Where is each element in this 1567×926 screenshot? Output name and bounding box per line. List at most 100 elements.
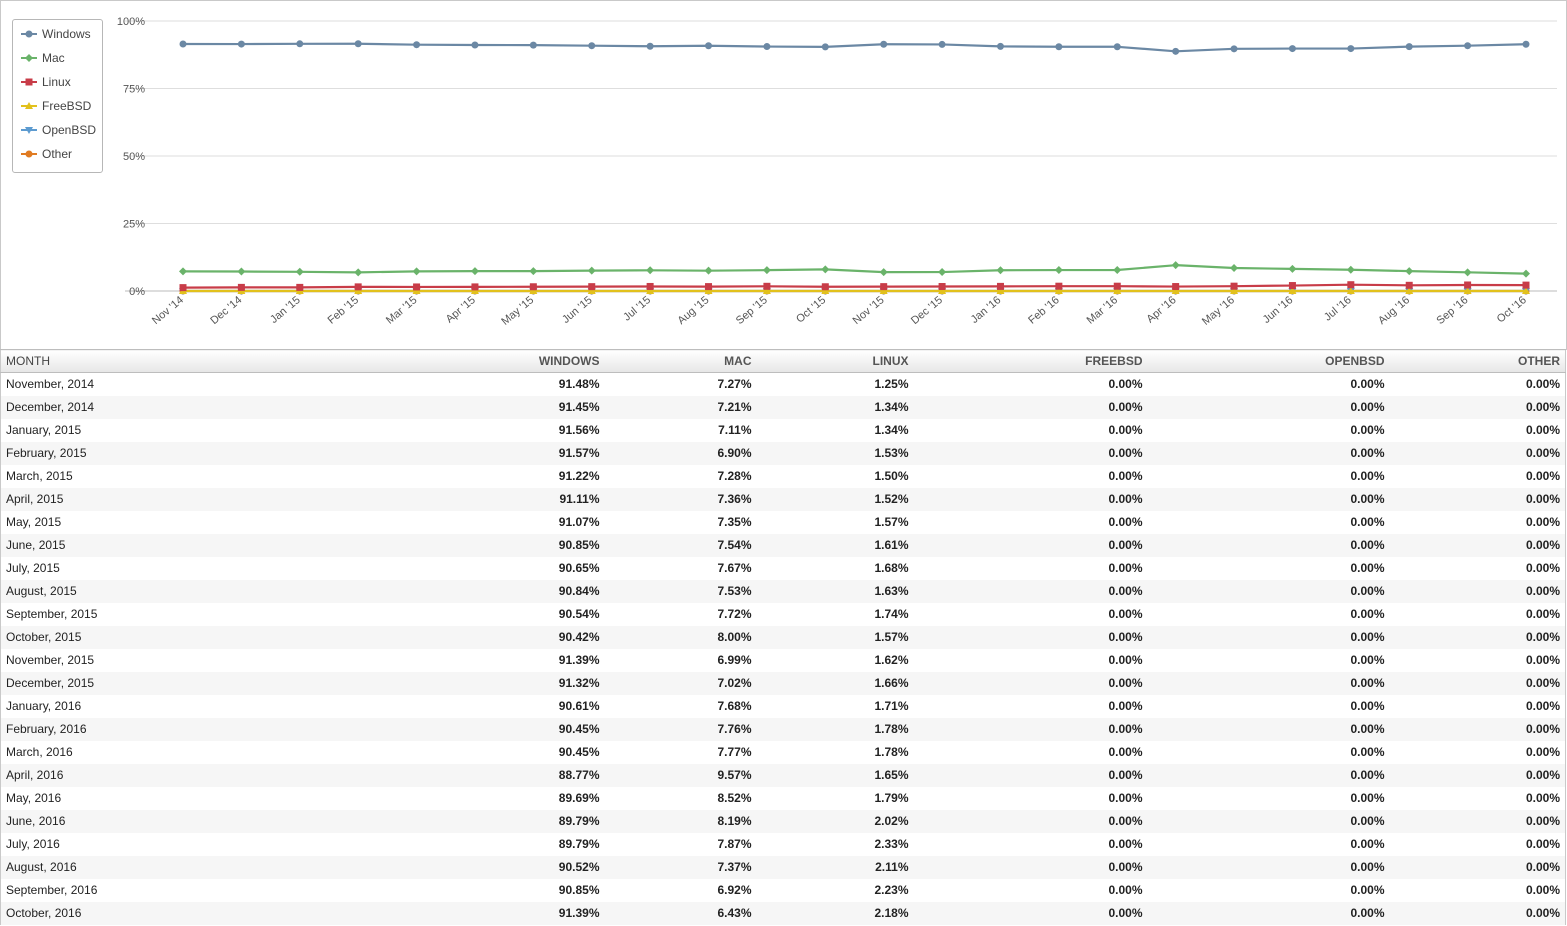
legend-item-mac[interactable]: Mac <box>20 50 102 66</box>
column-header-linux[interactable]: LINUX <box>756 349 914 373</box>
column-header-openbsd[interactable]: OPENBSD <box>1147 349 1390 373</box>
data-point-mac <box>1522 269 1530 278</box>
column-header-other[interactable]: OTHER <box>1389 349 1566 373</box>
data-point-windows <box>880 40 888 48</box>
value-cell: 0.00% <box>1108 561 1143 575</box>
data-point-freebsd <box>1463 287 1472 294</box>
value-cell: 6.92% <box>717 883 752 897</box>
series-freebsd <box>179 287 1530 294</box>
month-cell: October, 2015 <box>0 625 251 649</box>
value-cell: 89.79% <box>558 837 600 851</box>
value-cell: 0.00% <box>1108 791 1143 805</box>
value-cell: 1.63% <box>756 579 914 603</box>
line-chart: 0% 25% 50% 75% 100% Nov '14 Dec '14 Jan '15 Feb … <box>117 16 1557 328</box>
data-point-windows <box>1113 43 1121 51</box>
value-cell: 7.76% <box>604 717 757 741</box>
x-tick-label: Nov '15 <box>851 294 887 327</box>
value-cell: 90.84% <box>250 579 605 603</box>
value-cell: 91.39% <box>250 901 605 925</box>
data-point-windows <box>354 40 362 48</box>
x-tick-label: Dec '15 <box>909 294 945 327</box>
data-point-freebsd <box>529 287 538 294</box>
value-cell: 0.00% <box>1147 717 1390 741</box>
value-cell: 0.00% <box>1350 607 1385 621</box>
data-point-linux <box>880 283 888 291</box>
value-cell: 0.00% <box>1389 395 1566 419</box>
column-header-month[interactable]: MONTH <box>0 349 251 373</box>
data-point-mac <box>295 267 304 276</box>
data-point-freebsd <box>996 287 1005 294</box>
month-cell: July, 2016 <box>6 837 60 851</box>
table-row: January, 2016 90.61% 7.68% 1.71% 0.00% 0.00% 0… <box>1 695 1566 718</box>
value-cell: 7.27% <box>717 377 752 392</box>
table-row: March, 2015 91.22% 7.28% 1.50% 0.00% 0.00% 0.0… <box>1 465 1566 488</box>
legend-item-other[interactable]: Other <box>20 146 102 162</box>
value-cell: 0.00% <box>1350 791 1385 805</box>
value-cell: 2.02% <box>756 809 914 833</box>
value-cell: 1.25% <box>874 377 909 392</box>
x-tick-label: Jul '16 <box>1322 294 1354 323</box>
data-point-freebsd <box>1522 287 1530 294</box>
value-cell: 1.65% <box>756 763 914 787</box>
table-row: May, 2015 91.07% 7.35% 1.57% 0.00% 0.00% 0.00% <box>1 511 1566 534</box>
data-point-linux <box>588 283 596 291</box>
legend-swatch <box>21 30 37 38</box>
value-cell: 0.00% <box>1108 883 1143 897</box>
value-cell: 1.34% <box>756 395 914 419</box>
table-row: December, 2014 91.45% 7.21% 1.34% 0.00% 0.00%… <box>0 395 1566 419</box>
legend-item-linux[interactable]: Linux <box>20 74 102 90</box>
x-tick-label: Aug '16 <box>1376 294 1412 327</box>
x-tick-label: Nov '14 <box>150 294 186 327</box>
legend-item-openbsd[interactable]: OpenBSD <box>20 122 102 138</box>
value-cell: 0.00% <box>1389 763 1566 787</box>
value-cell: 7.36% <box>604 487 757 511</box>
table-row: February, 2015 91.57% 6.90% 1.53% 0.00% 0.00%… <box>0 441 1566 465</box>
legend-marker <box>25 78 33 86</box>
column-header-freebsd[interactable]: FREEBSD <box>913 349 1148 373</box>
value-cell: 1.79% <box>874 791 909 805</box>
value-cell: 91.45% <box>250 395 605 419</box>
value-cell: 7.37% <box>604 855 757 879</box>
x-tick-label: Mar '16 <box>1085 294 1121 327</box>
value-cell: 0.00% <box>1389 533 1566 557</box>
x-tick-label: Jun '15 <box>560 294 595 326</box>
value-cell: 0.00% <box>913 625 1148 649</box>
data-point-linux <box>237 283 245 291</box>
legend-label: Mac <box>42 51 65 65</box>
value-cell: 0.00% <box>1525 883 1560 897</box>
data-point-mac <box>587 266 596 275</box>
data-point-windows <box>821 43 829 51</box>
month-cell: November, 2015 <box>6 653 95 667</box>
data-point-linux <box>179 284 187 292</box>
data-point-mac <box>354 268 363 277</box>
chart-legend: Windows Mac Linux FreeBSD OpenBSD Other <box>12 19 103 173</box>
value-cell: 0.00% <box>913 717 1148 741</box>
legend-item-freebsd[interactable]: FreeBSD <box>20 98 102 114</box>
value-cell: 7.72% <box>717 607 752 621</box>
table-header-row: MONTH WINDOWS MAC LINUX FREEBSD OPENBSD OTHER <box>0 349 1566 373</box>
table-row: May, 2016 89.69% 8.52% 1.79% 0.00% 0.00% 0.00% <box>1 787 1566 810</box>
data-point-windows <box>1347 45 1355 53</box>
data-point-mac <box>1054 266 1063 275</box>
value-cell: 8.19% <box>604 809 757 833</box>
data-point-freebsd <box>587 287 596 294</box>
column-header-windows[interactable]: WINDOWS <box>250 349 605 373</box>
value-cell: 91.32% <box>250 671 605 695</box>
value-cell: 0.00% <box>1350 837 1385 851</box>
legend-marker <box>25 30 33 38</box>
value-cell: 0.00% <box>1350 883 1385 897</box>
data-point-freebsd <box>1230 287 1239 294</box>
value-cell: 91.56% <box>558 423 600 437</box>
x-tick-label: Jan '16 <box>969 294 1004 326</box>
data-point-freebsd <box>412 287 421 294</box>
value-cell: 0.00% <box>1108 837 1143 851</box>
column-header-mac[interactable]: MAC <box>604 349 757 373</box>
data-point-mac <box>1113 266 1122 275</box>
value-cell: 91.11% <box>250 487 605 511</box>
value-cell: 2.11% <box>756 855 914 879</box>
legend-label: Windows <box>42 27 91 41</box>
legend-item-windows[interactable]: Windows <box>20 26 102 42</box>
value-cell: 0.00% <box>1525 515 1560 529</box>
value-cell: 1.78% <box>874 745 909 759</box>
data-point-windows <box>938 40 946 48</box>
